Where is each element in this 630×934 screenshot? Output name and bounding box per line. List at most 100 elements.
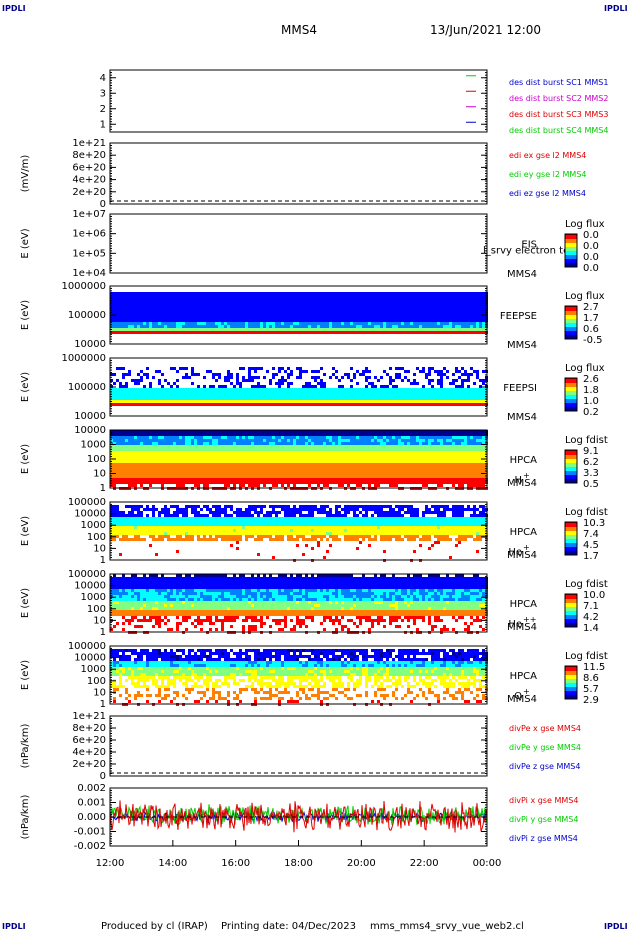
heatmap-cell bbox=[206, 328, 209, 331]
heatmap-cell bbox=[410, 292, 413, 295]
heatmap-cell bbox=[188, 322, 191, 325]
heatmap-cell bbox=[383, 304, 386, 307]
heatmap-cell bbox=[311, 442, 314, 445]
heatmap-cell bbox=[167, 460, 170, 463]
heatmap-cell bbox=[368, 394, 371, 397]
heatmap-cell bbox=[329, 460, 332, 463]
heatmap-cell bbox=[188, 388, 191, 391]
heatmap-cell bbox=[467, 397, 470, 400]
heatmap-cell bbox=[254, 394, 257, 397]
heatmap-cell bbox=[179, 394, 182, 397]
heatmap-cell bbox=[149, 481, 152, 484]
heatmap-cell bbox=[257, 376, 260, 379]
heatmap-cell bbox=[455, 322, 458, 325]
heatmap-cell bbox=[479, 313, 482, 316]
heatmap-cell bbox=[221, 469, 224, 472]
heatmap-cell bbox=[341, 319, 344, 322]
heatmap-cell bbox=[413, 301, 416, 304]
heatmap-cell bbox=[188, 448, 191, 451]
heatmap-cell bbox=[224, 481, 227, 484]
heatmap-cell bbox=[152, 400, 155, 403]
heatmap-cell bbox=[335, 394, 338, 397]
heatmap-cell bbox=[464, 322, 467, 325]
heatmap-cell bbox=[146, 391, 149, 394]
heatmap-cell bbox=[344, 301, 347, 304]
heatmap-cell bbox=[464, 310, 467, 313]
heatmap-cell bbox=[143, 460, 146, 463]
heatmap-cell bbox=[284, 391, 287, 394]
heatmap-cell bbox=[296, 325, 299, 328]
heatmap-cell bbox=[314, 379, 317, 382]
heatmap-cell bbox=[143, 454, 146, 457]
colorbar-slice bbox=[565, 321, 577, 323]
heatmap-cell bbox=[350, 448, 353, 451]
heatmap-cell bbox=[452, 373, 455, 376]
heatmap-cell bbox=[341, 292, 344, 295]
heatmap-cell bbox=[461, 391, 464, 394]
heatmap-cell bbox=[338, 430, 341, 433]
heatmap-cell bbox=[347, 400, 350, 403]
heatmap-cell bbox=[113, 403, 116, 406]
heatmap-cell bbox=[119, 445, 122, 448]
heatmap-cell bbox=[119, 454, 122, 457]
heatmap-cell bbox=[395, 319, 398, 322]
heatmap-cell bbox=[170, 310, 173, 313]
heatmap-cell bbox=[299, 376, 302, 379]
heatmap-cell bbox=[305, 313, 308, 316]
heatmap-cell bbox=[152, 481, 155, 484]
heatmap-cell bbox=[380, 391, 383, 394]
heatmap-cell bbox=[404, 313, 407, 316]
heatmap-cell bbox=[470, 403, 473, 406]
heatmap-cell bbox=[167, 430, 170, 433]
heatmap-cell bbox=[458, 298, 461, 301]
heatmap-cell bbox=[194, 316, 197, 319]
heatmap-cell bbox=[269, 325, 272, 328]
heatmap-cell bbox=[422, 292, 425, 295]
heatmap-cell bbox=[131, 439, 134, 442]
heatmap-cell bbox=[437, 292, 440, 295]
heatmap-cell bbox=[356, 481, 359, 484]
heatmap-cell bbox=[206, 448, 209, 451]
heatmap-cell bbox=[482, 307, 485, 310]
heatmap-cell bbox=[137, 457, 140, 460]
heatmap-cell bbox=[389, 301, 392, 304]
heatmap-cell bbox=[131, 298, 134, 301]
heatmap-cell bbox=[401, 367, 404, 370]
heatmap-cell bbox=[200, 442, 203, 445]
heatmap-cell bbox=[155, 442, 158, 445]
heatmap-cell bbox=[269, 304, 272, 307]
heatmap-cell bbox=[353, 376, 356, 379]
heatmap-cell bbox=[164, 379, 167, 382]
heatmap-cell bbox=[425, 391, 428, 394]
heatmap-cell bbox=[197, 454, 200, 457]
heatmap-cell bbox=[158, 466, 161, 469]
heatmap-cell bbox=[245, 397, 248, 400]
heatmap-cell bbox=[158, 445, 161, 448]
heatmap-cell bbox=[338, 328, 341, 331]
heatmap-cell bbox=[296, 478, 299, 481]
heatmap-cell bbox=[236, 445, 239, 448]
heatmap-cell bbox=[281, 292, 284, 295]
heatmap-cell bbox=[290, 400, 293, 403]
heatmap-cell bbox=[452, 301, 455, 304]
heatmap-cell bbox=[317, 319, 320, 322]
heatmap-cell bbox=[125, 445, 128, 448]
heatmap-cell bbox=[365, 451, 368, 454]
heatmap-cell bbox=[242, 400, 245, 403]
heatmap-cell bbox=[143, 373, 146, 376]
heatmap-cell bbox=[299, 469, 302, 472]
heatmap-cell bbox=[233, 469, 236, 472]
heatmap-cell bbox=[158, 460, 161, 463]
heatmap-cell bbox=[167, 328, 170, 331]
heatmap-cell bbox=[308, 478, 311, 481]
heatmap-cell bbox=[179, 403, 182, 406]
heatmap-cell bbox=[314, 397, 317, 400]
heatmap-cell bbox=[182, 433, 185, 436]
heatmap-cell bbox=[134, 430, 137, 433]
heatmap-cell bbox=[260, 391, 263, 394]
heatmap-cell bbox=[338, 442, 341, 445]
heatmap-cell bbox=[422, 322, 425, 325]
heatmap-cell bbox=[185, 328, 188, 331]
heatmap-cell bbox=[176, 478, 179, 481]
heatmap-cell bbox=[239, 331, 242, 334]
